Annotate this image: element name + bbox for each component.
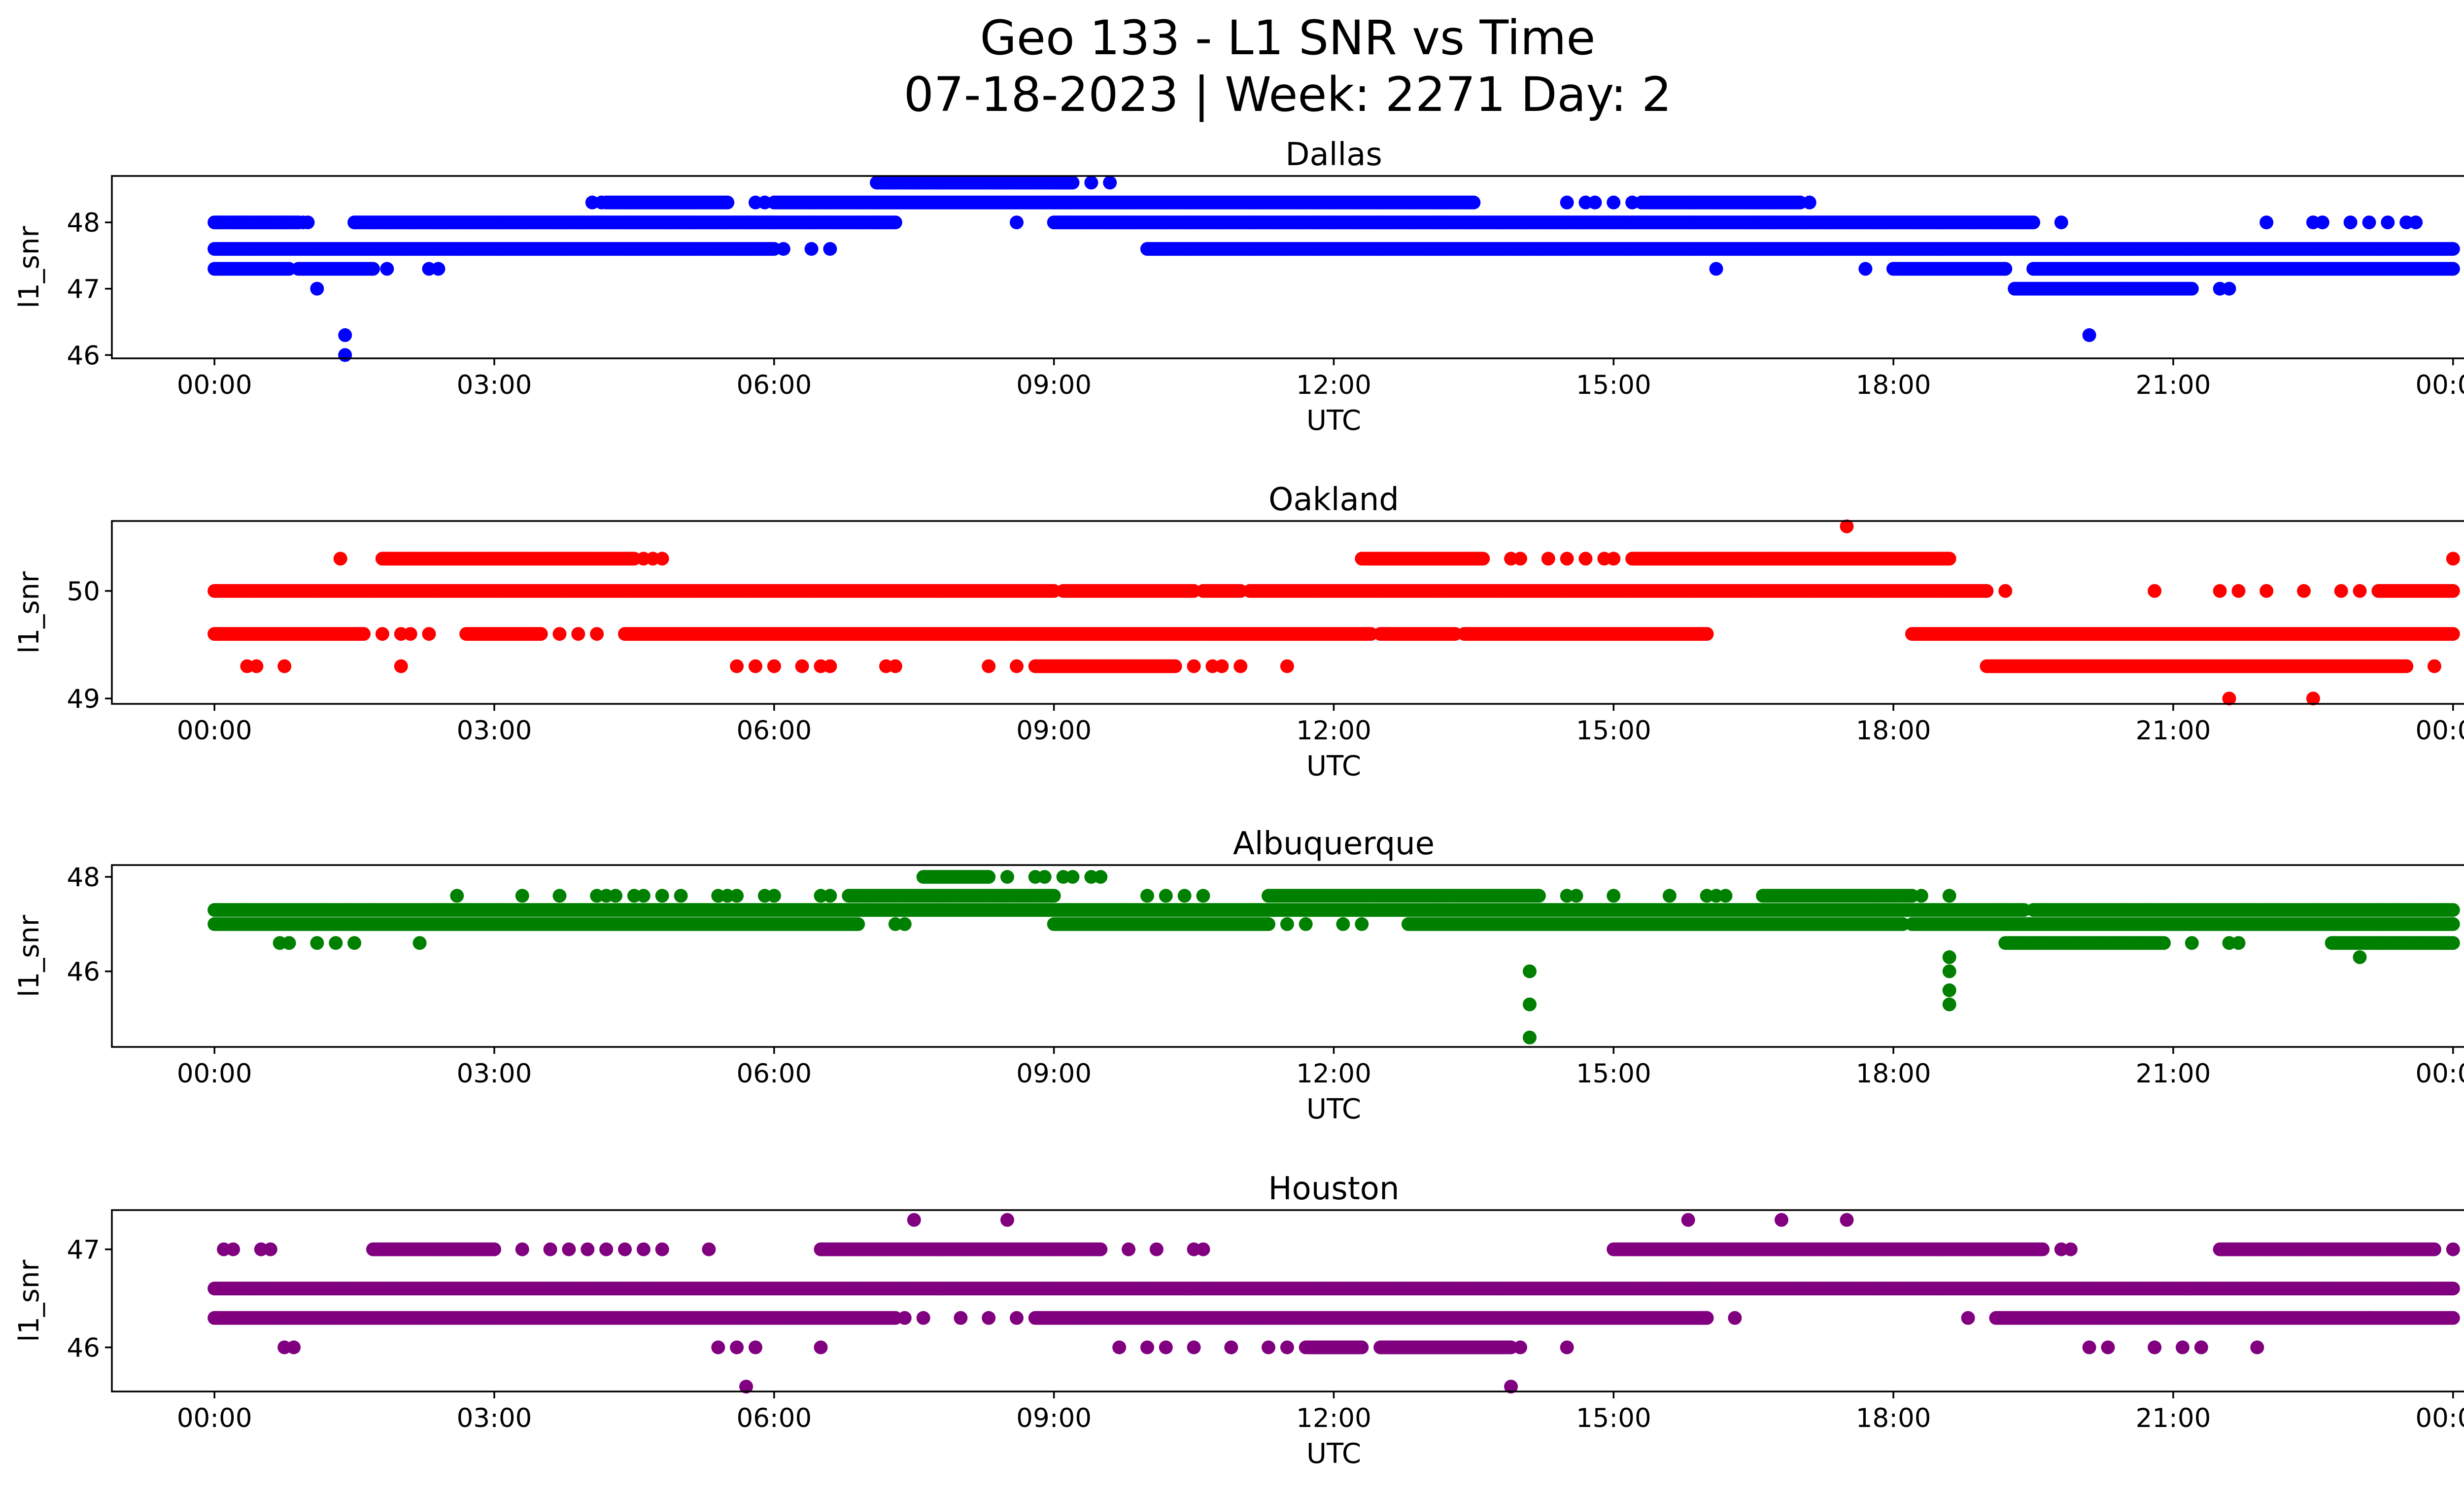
scatter-point bbox=[711, 242, 725, 256]
scatter-point bbox=[2343, 215, 2358, 230]
scatter-points bbox=[207, 175, 2460, 362]
scatter-point bbox=[1280, 242, 1294, 256]
scatter-point bbox=[1485, 242, 1500, 256]
scatter-point bbox=[1103, 175, 1117, 190]
scatter-point bbox=[2334, 584, 2348, 598]
scatter-point bbox=[674, 242, 688, 256]
scatter-point bbox=[1802, 195, 1816, 209]
x-tick-label: 00:00 bbox=[177, 370, 252, 400]
scatter-point bbox=[888, 215, 902, 230]
scatter-point bbox=[594, 195, 609, 209]
scatter-point bbox=[1420, 242, 1434, 256]
scatter-point bbox=[431, 262, 445, 276]
scatter-point bbox=[338, 328, 352, 342]
scatter-point bbox=[2362, 215, 2376, 230]
scatter-point bbox=[776, 242, 790, 256]
y-axis-label: l1_snr bbox=[13, 226, 45, 309]
scatter-point bbox=[2409, 215, 2423, 230]
x-tick-label: 03:00 bbox=[457, 370, 532, 400]
scatter-point bbox=[1998, 262, 2013, 276]
scatter-point bbox=[2231, 584, 2246, 598]
scatter-point bbox=[2446, 262, 2460, 276]
scatter-point bbox=[212, 215, 226, 230]
scatter-point bbox=[1588, 195, 1602, 209]
scatter-point bbox=[2297, 584, 2311, 598]
scatter-point bbox=[2446, 242, 2460, 256]
scatter-point bbox=[1709, 262, 1723, 276]
scatter-point bbox=[757, 195, 772, 209]
scatter-point bbox=[2082, 328, 2096, 342]
scatter-point bbox=[2446, 584, 2460, 598]
scatter-point bbox=[730, 242, 744, 256]
scatter-point bbox=[1010, 215, 1024, 230]
scatter-point bbox=[450, 242, 464, 256]
scatter-point bbox=[1467, 195, 1481, 209]
scatter-point bbox=[249, 215, 264, 230]
x-tick-label: 21:00 bbox=[2136, 370, 2211, 400]
scatter-point bbox=[2259, 584, 2274, 598]
scatter-point bbox=[2185, 281, 2199, 296]
scatter-point bbox=[1998, 584, 2013, 598]
scatter-point bbox=[2353, 584, 2367, 598]
x-tick-label: 06:00 bbox=[736, 370, 812, 400]
chart-title: Geo 133 - L1 SNR vs Time bbox=[980, 10, 1596, 66]
scatter-point bbox=[1980, 584, 1994, 598]
scatter-point bbox=[720, 195, 735, 209]
panel-dallas: Dallas 46 47 48 00:00 03:00 06:00 09:00 12:00 1… bbox=[13, 137, 2464, 437]
scatter-point bbox=[236, 215, 249, 230]
x-axis-label: UTC bbox=[1306, 405, 1361, 437]
scatter-point bbox=[263, 215, 277, 230]
scatter-point bbox=[1625, 195, 1640, 209]
scatter-point bbox=[2222, 281, 2236, 296]
scatter-point bbox=[823, 242, 837, 256]
scatter-point bbox=[277, 215, 292, 230]
scatter-point bbox=[2259, 215, 2274, 230]
x-tick-label: 00:00 bbox=[2415, 370, 2464, 400]
scatter-point bbox=[1700, 627, 1714, 641]
scatter-point bbox=[1607, 195, 1621, 209]
scatter-point bbox=[357, 627, 371, 641]
x-tick-label: 15:00 bbox=[1576, 370, 1651, 400]
scatter-point bbox=[2148, 584, 2162, 598]
scatter-point bbox=[2315, 215, 2329, 230]
chart-subtitle: 07-18-2023 | Week: 2271 Day: 2 bbox=[904, 67, 1672, 123]
scatter-point bbox=[534, 627, 548, 641]
scatter-point bbox=[1886, 262, 1901, 276]
panel-title: Oakland bbox=[1268, 482, 1399, 518]
scatter-point bbox=[366, 262, 380, 276]
x-tick-label: 12:00 bbox=[1296, 370, 1371, 400]
scatter-point bbox=[380, 262, 394, 276]
scatter-point bbox=[394, 242, 408, 256]
y-tick-label: 46 bbox=[67, 341, 100, 371]
scatter-point bbox=[2213, 584, 2227, 598]
panel-title: Dallas bbox=[1285, 137, 1382, 173]
scatter-point bbox=[2381, 215, 2395, 230]
scatter-point bbox=[2026, 215, 2041, 230]
y-tick-label: 48 bbox=[67, 208, 100, 238]
y-tick-label: 47 bbox=[67, 275, 100, 305]
x-tick-label: 09:00 bbox=[1016, 370, 1092, 400]
scatter-point bbox=[804, 242, 819, 256]
scatter-point bbox=[1858, 262, 1873, 276]
scatter-point bbox=[310, 281, 324, 296]
scatter-point bbox=[1159, 242, 1173, 256]
scatter-point bbox=[1560, 195, 1574, 209]
scatter-point bbox=[1065, 175, 1080, 190]
scatter-point bbox=[1084, 175, 1098, 190]
scatter-point bbox=[301, 215, 315, 230]
scatter-point bbox=[1513, 242, 1527, 256]
x-tick-label: 18:00 bbox=[1856, 370, 1931, 400]
scatter-point bbox=[338, 348, 352, 362]
scatter-point bbox=[2054, 215, 2068, 230]
